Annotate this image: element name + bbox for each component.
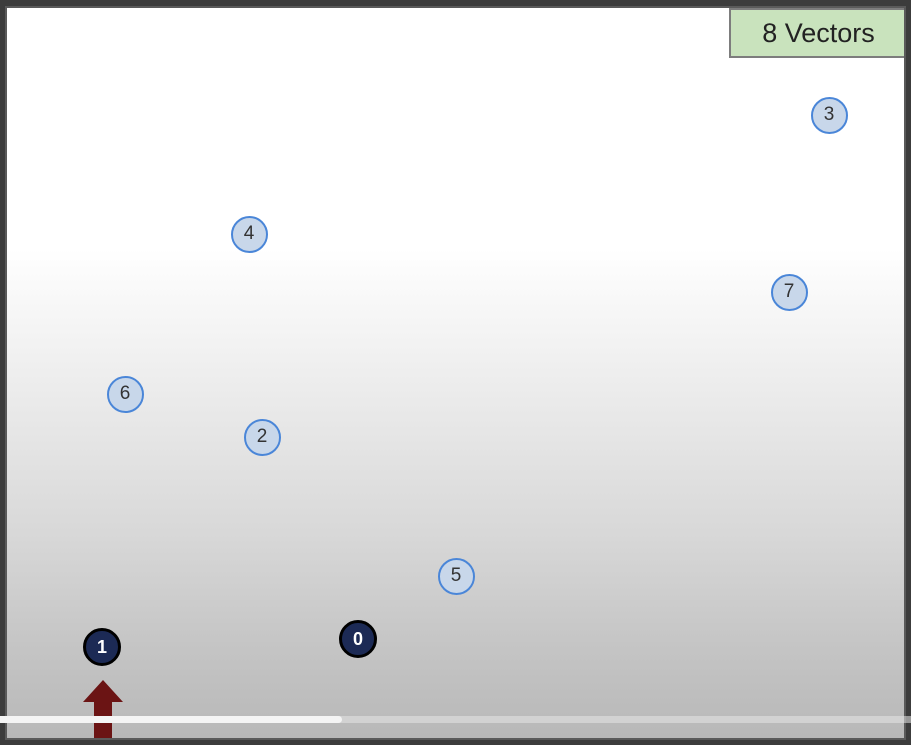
up-arrow-icon <box>83 680 123 738</box>
node-6: 6 <box>106 375 144 413</box>
node-4: 4 <box>230 215 268 253</box>
node-7: 7 <box>770 273 808 311</box>
vector-count-badge: 8 Vectors <box>729 8 904 58</box>
node-3: 3 <box>810 96 848 134</box>
node-5: 5 <box>437 557 475 595</box>
node-0: 0 <box>339 620 377 658</box>
arrow-shape <box>83 680 123 738</box>
node-1: 1 <box>83 628 121 666</box>
video-progress-fill <box>0 716 342 723</box>
vector-canvas: 8 Vectors 0 1 2 3 4 5 6 7 <box>5 6 906 740</box>
node-2: 2 <box>243 418 281 456</box>
video-progress-bar[interactable] <box>0 716 911 723</box>
